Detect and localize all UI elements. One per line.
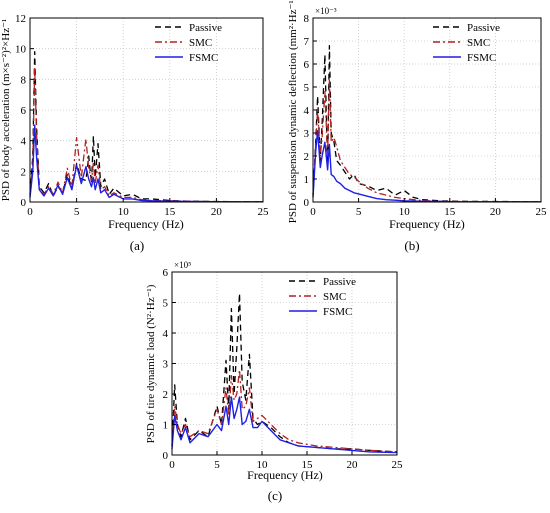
x-axis-label: Frequency (Hz)	[389, 217, 465, 231]
x-tick-label: 10	[257, 459, 269, 471]
x-tick-label: 20	[490, 206, 502, 218]
chart-panel-a: 0 5 10 15 20 25 2 4 6 8 10 12 0 Frequency (Hz) PSD of …	[0, 13, 269, 253]
y-tick-label: 2	[163, 389, 169, 401]
axis-scale-note: ×10⁻³	[315, 6, 337, 16]
series-line-fsmc	[29, 124, 263, 203]
y-tick-label: 0	[21, 197, 27, 209]
x-tick-label: 15	[444, 206, 456, 218]
x-tick-label: 10	[399, 206, 411, 218]
y-tick-label: 6	[304, 59, 310, 71]
chart-panel-b: 0 5 10 15 20 25 1 2 3 4 5 6 7 8 0 ×10⁻³ Frequency (Hz) PS…	[287, 0, 547, 253]
legend: Passive SMC FSMC	[433, 22, 500, 64]
y-tick-label: 3	[163, 359, 169, 371]
legend-label-smc: SMC	[189, 37, 212, 49]
y-tick-label: 0	[304, 197, 310, 209]
y-tick-label: 5	[304, 82, 310, 94]
series-line-passive	[171, 292, 398, 453]
legend-label-passive: Passive	[323, 276, 356, 288]
legend-label-fsmc: FSMC	[323, 306, 352, 318]
panel-caption: (b)	[404, 238, 419, 253]
y-tick-label: 7	[304, 36, 310, 48]
x-axis-label: Frequency (Hz)	[108, 217, 184, 231]
legend-label-passive: Passive	[467, 22, 500, 34]
x-tick-label: 0	[310, 206, 316, 218]
panel-caption: (a)	[130, 238, 144, 253]
y-tick-label: 8	[21, 74, 27, 86]
series-line-passive	[312, 44, 542, 203]
y-tick-label: 1	[304, 174, 310, 186]
y-tick-label: 4	[304, 105, 310, 117]
panel-caption: (c)	[268, 488, 282, 503]
series-line-passive	[29, 51, 264, 203]
x-tick-label: 15	[302, 459, 314, 471]
x-tick-label: 5	[356, 206, 362, 218]
series-line-fsmc	[312, 129, 541, 203]
y-tick-label: 2	[304, 151, 310, 163]
legend-label-passive: Passive	[189, 22, 222, 34]
chart-panel-c: 0 5 10 15 20 25 1 2 3 4 5 6 0 ×10⁵ Frequency (Hz) PSD o…	[145, 260, 403, 503]
y-tick-label: 2	[21, 166, 27, 178]
series-line-smc	[171, 368, 398, 453]
x-tick-label: 20	[347, 459, 359, 471]
legend: Passive SMC FSMC	[289, 276, 356, 318]
y-axis-label: PSD of suspension dynamic deflection (mm…	[287, 0, 299, 223]
y-axis-label: PSD of body acceleration (m×s⁻²)²×Hz⁻¹	[0, 19, 12, 201]
x-tick-label: 5	[74, 206, 80, 218]
y-tick-label: 3	[304, 128, 310, 140]
y-tick-label: 8	[304, 13, 310, 25]
x-axis-label: Frequency (Hz)	[247, 468, 323, 482]
y-tick-label: 6	[21, 105, 27, 117]
legend-label-fsmc: FSMC	[189, 52, 218, 64]
x-tick-label: 25	[536, 206, 548, 218]
y-tick-label: 4	[21, 136, 27, 148]
y-tick-label: 10	[15, 44, 27, 56]
x-tick-label: 0	[27, 206, 33, 218]
y-tick-label: 0	[163, 450, 169, 462]
x-tick-label: 20	[211, 206, 223, 218]
y-tick-label: 1	[163, 420, 169, 432]
x-tick-label: 25	[258, 206, 270, 218]
series-line-fsmc	[171, 396, 398, 454]
axis-scale-note: ×10⁵	[174, 260, 191, 270]
series-line-smc	[312, 79, 541, 203]
legend-label-fsmc: FSMC	[467, 52, 496, 64]
legend-label-smc: SMC	[323, 291, 346, 303]
legend: Passive SMC FSMC	[155, 22, 222, 64]
y-tick-label: 4	[163, 328, 169, 340]
y-tick-label: 6	[163, 267, 169, 279]
legend-label-smc: SMC	[467, 37, 490, 49]
x-tick-label: 10	[118, 206, 130, 218]
y-tick-label: 5	[163, 298, 169, 310]
x-tick-label: 5	[214, 459, 220, 471]
x-tick-label: 15	[164, 206, 176, 218]
x-tick-label: 0	[169, 459, 175, 471]
x-tick-label: 25	[392, 459, 404, 471]
y-tick-label: 12	[15, 13, 26, 25]
series-line-smc	[29, 66, 264, 203]
y-axis-label: PSD of tire dynamic load (N²·Hz⁻¹)	[145, 284, 157, 443]
